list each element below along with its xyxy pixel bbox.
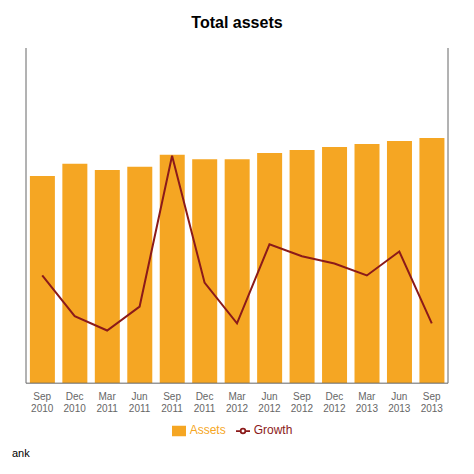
svg-text:Jun2012: Jun2012 <box>258 391 281 414</box>
svg-text:Mar2012: Mar2012 <box>226 391 249 414</box>
svg-text:Dec2011: Dec2011 <box>194 391 216 414</box>
svg-text:Sep2013: Sep2013 <box>421 391 444 414</box>
html-text:Assets: Assets <box>189 423 226 438</box>
html-text:Growth: Growth <box>253 423 293 438</box>
svg-text:Mar2013: Mar2013 <box>356 391 379 414</box>
svg-text:Dec2012: Dec2012 <box>323 391 346 414</box>
svg-text:Sep2012: Sep2012 <box>291 391 314 414</box>
html-text:ank: ank <box>12 447 30 459</box>
svg-text:Jun2011: Jun2011 <box>129 391 151 414</box>
svg-text:Jun2013: Jun2013 <box>388 391 411 414</box>
svg-text:Sep2011: Sep2011 <box>161 391 183 414</box>
svg-text:Sep2010: Sep2010 <box>31 391 54 414</box>
svg-text:Dec2010: Dec2010 <box>64 391 87 414</box>
svg-text:Mar2011: Mar2011 <box>96 391 118 414</box>
html-text:Total assets: Total assets <box>191 14 283 31</box>
